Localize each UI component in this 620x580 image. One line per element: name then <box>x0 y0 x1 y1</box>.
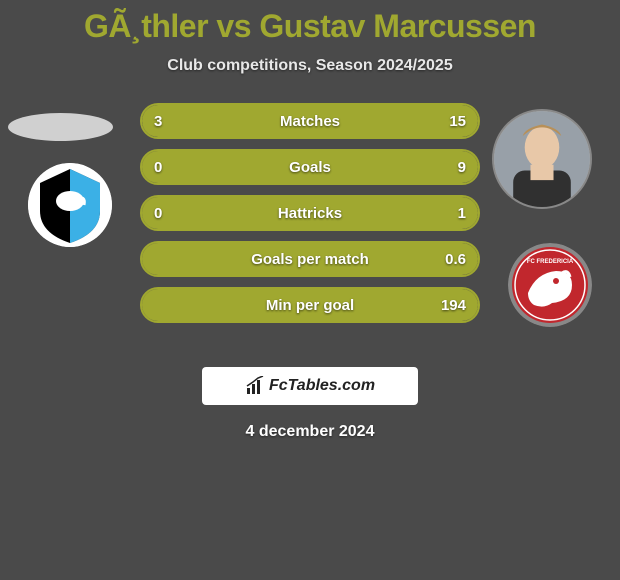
stat-right-value: 194 <box>441 297 466 314</box>
chart-icon <box>245 376 265 396</box>
svg-text:FC FREDERICIA: FC FREDERICIA <box>527 259 574 265</box>
stat-right-value: 0.6 <box>445 251 466 268</box>
stat-row: Min per goal194 <box>140 287 480 323</box>
stat-label: Hattricks <box>142 205 478 222</box>
club-logo-right: FC FREDERICIA <box>508 243 592 327</box>
stat-row: 0Goals9 <box>140 149 480 185</box>
stat-label: Goals <box>142 159 478 176</box>
stat-right-value: 9 <box>458 159 466 176</box>
stat-right-value: 1 <box>458 205 466 222</box>
player-left-photo <box>8 113 113 141</box>
stats-container: 3Matches15 0Goals9 0Hattricks1 Goals per ma… <box>140 103 480 323</box>
stat-label: Min per goal <box>142 297 478 314</box>
player-right-photo <box>492 109 592 209</box>
comparison-content: FC FREDERICIA 3Matches15 0Goals9 0Hattrick… <box>0 103 620 343</box>
date-text: 4 december 2024 <box>0 423 620 441</box>
subtitle: Club competitions, Season 2024/2025 <box>0 57 620 75</box>
footer-brand-badge: FcTables.com <box>202 367 418 405</box>
stat-label: Goals per match <box>142 251 478 268</box>
stat-row: 3Matches15 <box>140 103 480 139</box>
stat-label: Matches <box>142 113 478 130</box>
footer-brand-text: FcTables.com <box>269 377 375 395</box>
stat-row: Goals per match0.6 <box>140 241 480 277</box>
club-logo-left <box>28 163 112 247</box>
stat-right-value: 15 <box>449 113 466 130</box>
stat-row: 0Hattricks1 <box>140 195 480 231</box>
page-title: GÃ¸thler vs Gustav Marcussen <box>0 0 620 45</box>
